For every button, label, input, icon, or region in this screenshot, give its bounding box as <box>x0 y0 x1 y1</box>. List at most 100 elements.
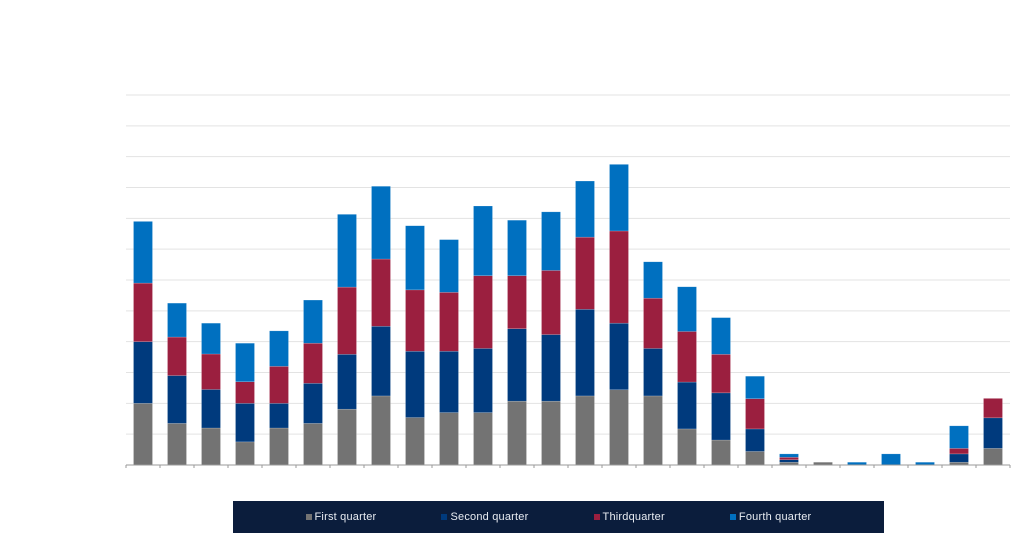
bar-segment-thirdquarter <box>303 342 323 384</box>
bar-segment-second-quarter <box>133 341 153 404</box>
bar-segment-second-quarter <box>745 428 765 452</box>
legend-swatch <box>305 514 312 520</box>
bar-segment-second-quarter <box>711 392 731 441</box>
bar-segment-thirdquarter <box>439 292 459 352</box>
bar-segment-fourth-quarter <box>371 186 391 260</box>
bar-segment-fourth-quarter <box>575 180 595 238</box>
bar-segment-thirdquarter <box>541 270 561 335</box>
bar-segment-second-quarter <box>575 309 595 397</box>
x-axis <box>125 464 1011 468</box>
bar-segment-fourth-quarter <box>269 330 289 367</box>
bar-segment-fourth-quarter <box>201 322 221 355</box>
legend-swatch <box>441 514 448 520</box>
bar-segment-first-quarter <box>371 395 391 466</box>
bar-segment-second-quarter <box>983 417 1003 449</box>
bar-segment-second-quarter <box>473 348 493 413</box>
bar-segment-first-quarter <box>677 428 697 466</box>
bar-segment-second-quarter <box>507 328 527 402</box>
bar-segment-fourth-quarter <box>779 453 799 458</box>
bar-segment-first-quarter <box>507 400 527 466</box>
bar-segment-fourth-quarter <box>507 219 527 276</box>
legend-label: Thirdquarter <box>602 511 665 523</box>
bar-segment-thirdquarter <box>337 286 357 355</box>
bar-segment-thirdquarter <box>949 448 969 455</box>
bar-segment-first-quarter <box>983 448 1003 466</box>
bar-segment-first-quarter <box>439 412 459 466</box>
bar-segment-first-quarter <box>405 417 425 466</box>
bar-segment-second-quarter <box>303 383 323 424</box>
bar-segment-thirdquarter <box>677 331 697 383</box>
bar-segment-thirdquarter <box>983 398 1003 419</box>
bar-segment-first-quarter <box>201 427 221 466</box>
bar-segment-fourth-quarter <box>439 239 459 293</box>
bar-segment-second-quarter <box>677 381 697 430</box>
bar-segment-second-quarter <box>541 334 561 402</box>
bar-segment-second-quarter <box>609 322 629 391</box>
bar-segment-first-quarter <box>643 395 663 466</box>
bar-segment-fourth-quarter <box>711 317 731 355</box>
bar-segment-first-quarter <box>235 441 255 466</box>
bar-segment-fourth-quarter <box>541 211 561 271</box>
legend: First quarter Second quarter Thirdquarte… <box>233 501 884 533</box>
bar-segment-thirdquarter <box>711 354 731 394</box>
bars <box>133 164 1003 466</box>
bar-segment-fourth-quarter <box>337 214 357 288</box>
bar-segment-fourth-quarter <box>133 221 153 284</box>
bar-segment-second-quarter <box>949 453 969 463</box>
bar-segment-fourth-quarter <box>881 453 901 466</box>
bar-segment-fourth-quarter <box>745 375 765 399</box>
bar-segment-first-quarter <box>711 439 731 466</box>
bar-segment-second-quarter <box>235 403 255 443</box>
bar-segment-fourth-quarter <box>473 205 493 276</box>
bar-segment-first-quarter <box>337 408 357 466</box>
bar-segment-second-quarter <box>439 350 459 413</box>
bar-segment-fourth-quarter <box>677 286 697 332</box>
bar-segment-first-quarter <box>745 451 765 466</box>
bar-segment-first-quarter <box>609 389 629 466</box>
bar-segment-thirdquarter <box>575 236 595 310</box>
bar-segment-thirdquarter <box>507 275 527 329</box>
bar-segment-fourth-quarter <box>167 302 187 338</box>
bar-segment-second-quarter <box>337 354 357 410</box>
bar-segment-thirdquarter <box>405 289 425 352</box>
bar-segment-second-quarter <box>371 326 391 397</box>
bar-segment-thirdquarter <box>371 258 391 327</box>
bar-segment-thirdquarter <box>167 336 187 376</box>
legend-label: Fourth quarter <box>738 511 812 523</box>
bar-segment-second-quarter <box>167 375 187 424</box>
legend-item-second-quarter: Second quarter <box>441 511 528 523</box>
bar-segment-second-quarter <box>779 459 799 463</box>
gridlines <box>126 94 1010 435</box>
bar-segment-thirdquarter <box>779 457 799 461</box>
bar-segment-fourth-quarter <box>609 164 629 232</box>
legend-swatch <box>593 514 600 520</box>
bar-segment-first-quarter <box>303 423 323 466</box>
bar-segment-first-quarter <box>575 395 595 466</box>
bar-segment-fourth-quarter <box>235 342 255 383</box>
bar-segment-thirdquarter <box>473 275 493 349</box>
bar-segment-fourth-quarter <box>949 425 969 449</box>
bar-segment-first-quarter <box>473 412 493 466</box>
bar-segment-fourth-quarter <box>405 225 425 291</box>
bar-segment-first-quarter <box>133 403 153 466</box>
bar-segment-first-quarter <box>541 400 561 466</box>
bar-segment-thirdquarter <box>201 353 221 390</box>
bar-segment-thirdquarter <box>643 297 663 349</box>
legend-swatch <box>729 514 736 520</box>
bar-segment-first-quarter <box>269 427 289 466</box>
bar-segment-fourth-quarter <box>303 299 323 344</box>
bar-segment-fourth-quarter <box>643 261 663 299</box>
legend-item-third-quarter: Thirdquarter <box>593 511 665 523</box>
bar-segment-second-quarter <box>201 389 221 429</box>
legend-label: First quarter <box>314 511 377 523</box>
bar-segment-second-quarter <box>269 403 289 429</box>
bar-segment-thirdquarter <box>133 282 153 342</box>
bar-segment-thirdquarter <box>235 381 255 404</box>
legend-item-first-quarter: First quarter <box>305 511 377 523</box>
bar-segment-thirdquarter <box>269 366 289 404</box>
legend-label: Second quarter <box>450 511 529 523</box>
bar-segment-thirdquarter <box>745 398 765 430</box>
bar-segment-thirdquarter <box>609 230 629 324</box>
legend-item-fourth-quarter: Fourth quarter <box>729 511 812 523</box>
